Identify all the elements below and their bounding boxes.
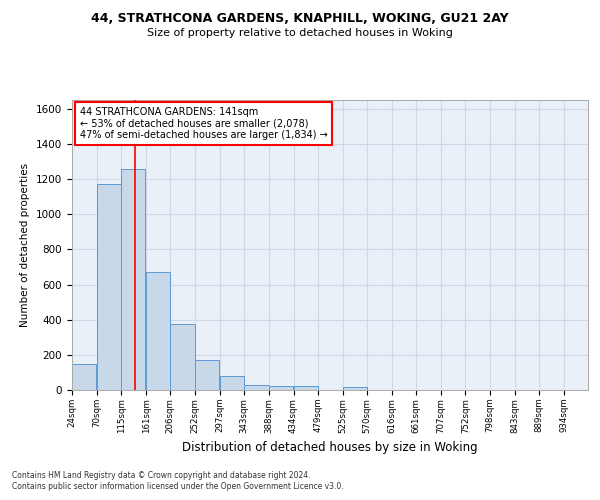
Bar xyxy=(343,388,367,390)
Text: 44 STRATHCONA GARDENS: 141sqm
← 53% of detached houses are smaller (2,078)
47% o: 44 STRATHCONA GARDENS: 141sqm ← 53% of d… xyxy=(80,108,328,140)
X-axis label: Distribution of detached houses by size in Woking: Distribution of detached houses by size … xyxy=(182,441,478,454)
Bar xyxy=(170,324,194,390)
Bar xyxy=(269,386,293,390)
Bar xyxy=(220,376,244,390)
Text: 44, STRATHCONA GARDENS, KNAPHILL, WOKING, GU21 2AY: 44, STRATHCONA GARDENS, KNAPHILL, WOKING… xyxy=(91,12,509,26)
Bar xyxy=(293,386,318,390)
Bar xyxy=(121,170,145,390)
Bar xyxy=(72,364,96,390)
Bar xyxy=(97,184,121,390)
Y-axis label: Number of detached properties: Number of detached properties xyxy=(20,163,31,327)
Text: Contains HM Land Registry data © Crown copyright and database right 2024.: Contains HM Land Registry data © Crown c… xyxy=(12,470,311,480)
Bar xyxy=(244,384,269,390)
Bar xyxy=(196,360,220,390)
Text: Size of property relative to detached houses in Woking: Size of property relative to detached ho… xyxy=(147,28,453,38)
Text: Contains public sector information licensed under the Open Government Licence v3: Contains public sector information licen… xyxy=(12,482,344,491)
Bar xyxy=(146,272,170,390)
